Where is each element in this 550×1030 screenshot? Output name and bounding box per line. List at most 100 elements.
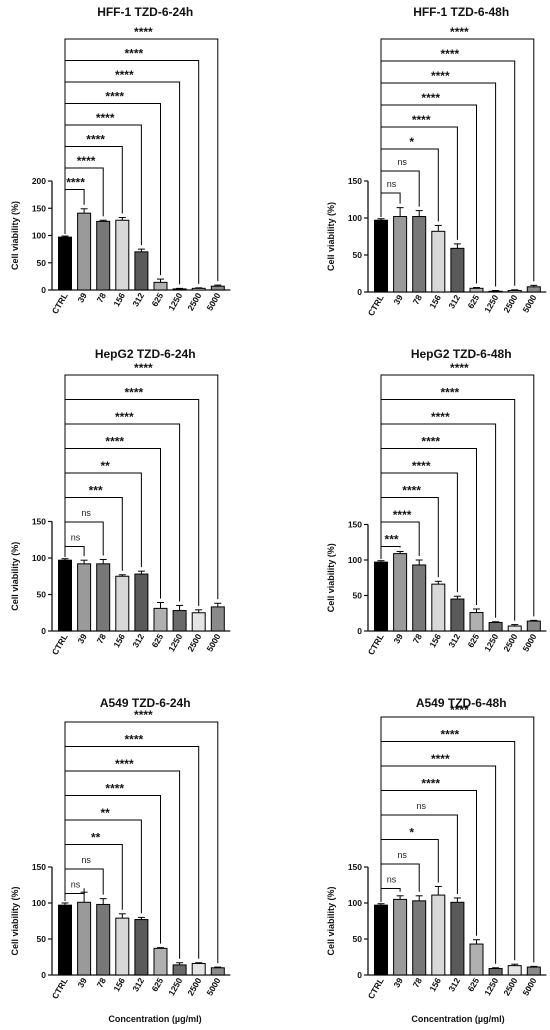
bar-625: [470, 288, 483, 292]
bar-5000: [211, 286, 224, 290]
significance-label: ****: [421, 777, 440, 791]
bar-39: [394, 899, 407, 975]
x-tick-label: 39: [391, 293, 405, 306]
bar-1250: [173, 289, 186, 290]
x-tick-label: 78: [95, 632, 109, 645]
significance-label: ****: [450, 703, 469, 717]
y-tick-label: 150: [32, 517, 46, 527]
chart-title: HFF-1 TZD-6-48h: [413, 5, 509, 19]
significance-label: ****: [441, 47, 460, 61]
significance-label: ns: [397, 850, 407, 860]
significance-label: ns: [71, 533, 81, 543]
x-tick-label: 2500: [185, 291, 203, 313]
significance-bracket: [65, 845, 122, 910]
x-tick-label: 2500: [185, 976, 203, 998]
y-axis-label: Cell viability (%): [326, 886, 336, 955]
x-tick-label: 39: [391, 632, 405, 645]
bar-312: [135, 920, 148, 975]
chart-title: HepG2 TZD-6-48h: [411, 347, 512, 361]
x-tick-label: 1250: [166, 976, 184, 998]
y-tick-label: 50: [37, 258, 47, 268]
x-tick-label: 312: [130, 632, 146, 650]
significance-label: ****: [125, 733, 144, 747]
significance-label: ****: [431, 69, 450, 83]
x-tick-label: 156: [111, 976, 127, 994]
x-tick-label: 1250: [482, 976, 500, 998]
chart-panel-4: HepG2 TZD-6-48h 0 50 100 150 Cell viability (…: [326, 347, 546, 657]
significance-label: ****: [421, 435, 440, 449]
x-tick-label: 156: [111, 632, 127, 650]
y-axis-label: Cell viability (%): [10, 201, 20, 270]
significance-bracket: [381, 840, 438, 902]
y-axis-label: Cell viability (%): [10, 542, 20, 611]
bar-5000: [211, 968, 224, 975]
bar-39: [394, 554, 407, 631]
significance-label: ****: [441, 386, 460, 400]
x-tick-label: 5000: [520, 632, 538, 654]
y-tick-label: 150: [32, 862, 46, 872]
chart-title: HFF-1 TZD-6-24h: [97, 5, 193, 19]
bar-39: [78, 564, 91, 631]
significance-label: ****: [115, 410, 134, 424]
bar-2500: [508, 291, 521, 292]
significance-label: ****: [393, 508, 412, 522]
bar-2500: [508, 966, 521, 975]
x-tick-label: 5000: [520, 976, 538, 998]
x-tick-label: 39: [75, 976, 89, 989]
bar-39: [78, 902, 91, 975]
bar-CTRL: [59, 905, 72, 975]
y-axis-label: Cell viability (%): [326, 202, 336, 271]
significance-label: ns: [71, 880, 81, 890]
significance-label: *: [409, 135, 414, 149]
y-tick-label: 0: [41, 285, 46, 295]
y-tick-label: 100: [348, 213, 362, 223]
x-tick-label: 312: [446, 293, 462, 311]
bar-CTRL: [59, 560, 72, 631]
x-tick-label: 2500: [501, 293, 519, 315]
x-tick-label: CTRL: [366, 293, 386, 318]
bar-625: [154, 608, 167, 631]
x-tick-label: 625: [149, 291, 165, 309]
significance-label: ns: [416, 801, 426, 811]
x-tick-label: 2500: [185, 632, 203, 654]
bar-2500: [192, 613, 205, 631]
x-tick-label: 625: [465, 976, 481, 994]
bar-5000: [211, 607, 224, 631]
x-tick-label: CTRL: [50, 291, 70, 316]
chart-panel-2: HFF-1 TZD-6-48h 0 50 100 150 Cell viability (…: [326, 5, 546, 318]
x-tick-label: 156: [427, 632, 443, 650]
y-tick-label: 50: [353, 250, 363, 260]
bar-625: [470, 944, 483, 975]
x-tick-label: 78: [411, 293, 425, 306]
bar-156: [116, 918, 129, 975]
bar-1250: [489, 291, 502, 292]
y-tick-label: 100: [348, 555, 362, 565]
x-tick-label: 5000: [204, 291, 222, 313]
y-tick-label: 150: [348, 176, 362, 186]
significance-label: ns: [397, 157, 407, 167]
y-tick-label: 0: [41, 970, 46, 980]
significance-label: ****: [134, 25, 153, 39]
significance-label: ****: [421, 91, 440, 105]
x-tick-label: 625: [149, 976, 165, 994]
significance-bracket: [65, 547, 84, 557]
significance-label: ****: [134, 361, 153, 375]
bar-78: [413, 217, 426, 292]
bar-312: [135, 574, 148, 631]
significance-label: ****: [77, 154, 96, 168]
y-tick-label: 100: [348, 898, 362, 908]
y-tick-label: 50: [353, 591, 363, 601]
chart-panel-6: A549 TZD-6-48h050100150Cell viability (%…: [326, 696, 546, 1001]
x-tick-label: 39: [391, 976, 405, 989]
x-tick-label: 625: [149, 632, 165, 650]
x-tick-label: CTRL: [50, 976, 70, 1001]
y-axis-label: Cell viability (%): [10, 886, 20, 955]
y-tick-label: 150: [348, 520, 362, 530]
x-tick-label: 78: [95, 291, 109, 304]
chart-title: HepG2 TZD-6-24h: [95, 347, 196, 361]
bar-625: [154, 282, 167, 290]
significance-label: ****: [105, 782, 124, 796]
significance-label: ****: [134, 708, 153, 722]
bar-39: [394, 217, 407, 292]
bar-2500: [192, 288, 205, 290]
